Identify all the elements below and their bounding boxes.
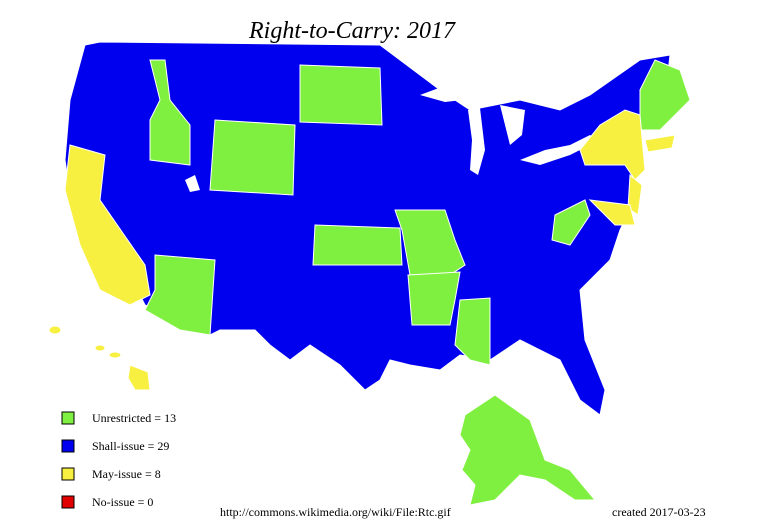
north-dakota xyxy=(299,64,383,126)
legend-label: May-issue = 8 xyxy=(92,467,161,481)
legend-label: No-issue = 0 xyxy=(92,495,153,509)
map-title: Right-to-Carry: 2017 xyxy=(248,18,456,44)
massachusetts xyxy=(644,134,676,153)
legend-label: Unrestricted = 13 xyxy=(92,411,176,425)
alaska xyxy=(459,394,597,506)
legend-swatch xyxy=(61,467,75,481)
legend-swatch xyxy=(61,439,75,453)
california xyxy=(64,144,151,306)
hawaii xyxy=(127,364,151,391)
kansas xyxy=(312,224,403,266)
missouri xyxy=(394,209,466,276)
legend-swatch xyxy=(61,495,75,509)
new-jersey xyxy=(627,173,643,216)
legend-swatch xyxy=(61,411,75,425)
west-virginia xyxy=(551,199,591,246)
created-date: created 2017-03-23 xyxy=(612,505,706,519)
legend: Unrestricted = 13 Shall-issue = 29 May-iss… xyxy=(61,411,176,509)
great-salt-lake xyxy=(185,175,200,192)
lake-superior xyxy=(420,82,500,102)
hawaii-island xyxy=(108,351,122,359)
lake-michigan xyxy=(468,108,485,175)
hawaii-island xyxy=(48,325,62,335)
us-map xyxy=(48,41,691,506)
new-york xyxy=(579,109,646,181)
legend-label: Shall-issue = 29 xyxy=(92,439,169,453)
source-url: http://commons.wikimedia.org/wiki/File:R… xyxy=(220,505,451,519)
idaho xyxy=(149,59,191,166)
wyoming xyxy=(209,119,296,196)
mississippi xyxy=(454,297,491,366)
lake-huron xyxy=(500,105,525,145)
lake-erie-ontario xyxy=(520,135,600,165)
arkansas xyxy=(407,271,461,326)
arizona xyxy=(144,254,216,336)
hawaii-island xyxy=(94,344,106,352)
maryland xyxy=(588,199,636,226)
